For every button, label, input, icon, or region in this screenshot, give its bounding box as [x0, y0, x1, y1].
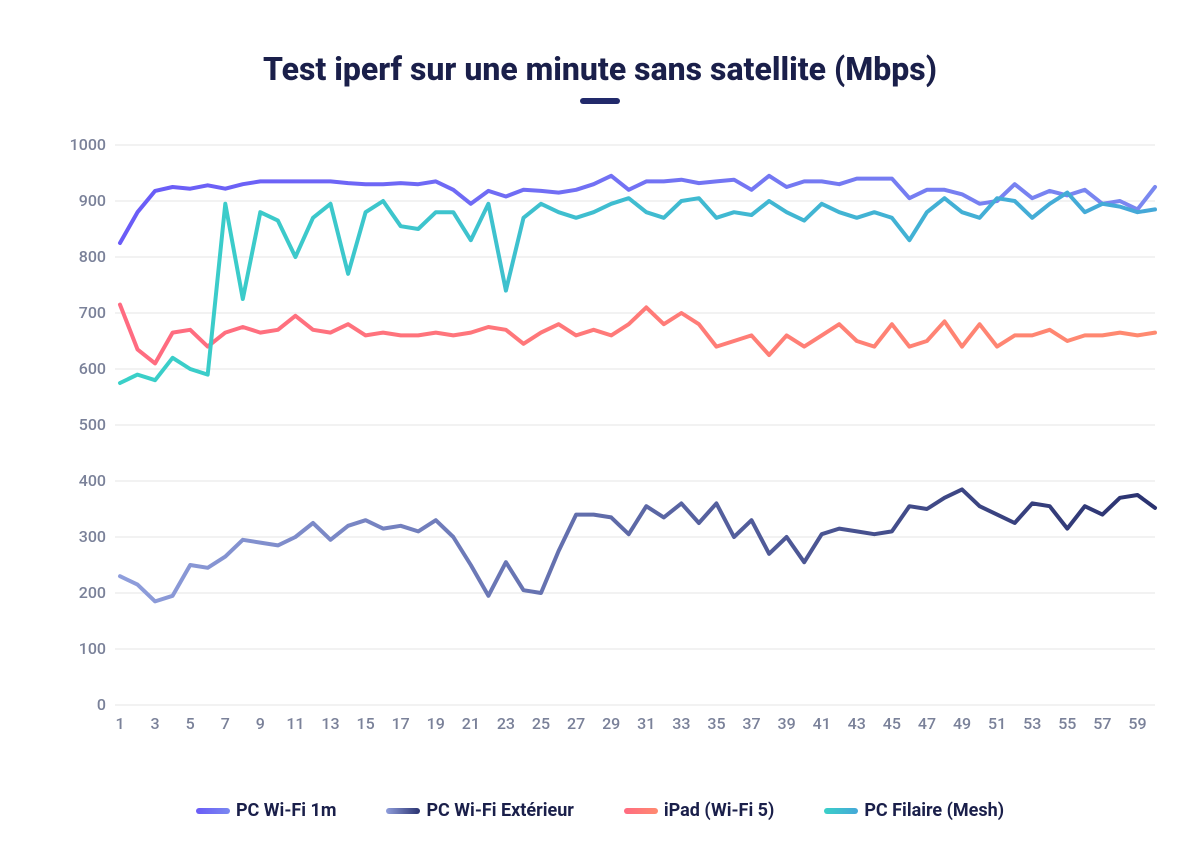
y-tick-label: 500: [79, 415, 106, 434]
x-tick-label: 25: [532, 714, 550, 733]
x-tick-label: 41: [813, 714, 831, 733]
legend-swatch: [624, 804, 658, 818]
chart-area: 01002003004005006007008009001000 1357911…: [95, 145, 1155, 735]
y-tick-label: 0: [97, 695, 106, 714]
y-tick-label: 200: [79, 583, 106, 602]
x-tick-label: 21: [462, 714, 480, 733]
series-pc_wifi_1m: [120, 176, 1155, 243]
x-axis-labels: 1357911131517192123252729313335373941434…: [115, 714, 1146, 733]
x-tick-label: 55: [1058, 714, 1076, 733]
y-tick-label: 400: [79, 471, 106, 490]
legend-swatch: [824, 804, 858, 818]
x-tick-label: 31: [637, 714, 655, 733]
series-pc_filaire_mesh: [120, 193, 1155, 383]
y-tick-label: 100: [79, 639, 106, 658]
x-tick-label: 19: [427, 714, 445, 733]
legend-item-ipad_wifi5: iPad (Wi-Fi 5): [624, 800, 774, 821]
legend-label: iPad (Wi-Fi 5): [664, 800, 774, 821]
x-tick-label: 1: [115, 714, 124, 733]
y-tick-label: 600: [79, 359, 106, 378]
x-tick-label: 29: [602, 714, 620, 733]
chart-title-block: Test iperf sur une minute sans satellite…: [0, 0, 1200, 104]
x-tick-label: 13: [321, 714, 339, 733]
legend-item-pc_wifi_1m: PC Wi-Fi 1m: [196, 800, 337, 821]
legend: PC Wi-Fi 1m PC Wi-Fi Extérieur iPad (Wi-Fi…: [0, 800, 1200, 821]
chart-title: Test iperf sur une minute sans satellite…: [0, 50, 1200, 88]
x-tick-label: 53: [1023, 714, 1041, 733]
x-tick-label: 59: [1128, 714, 1146, 733]
x-tick-label: 35: [707, 714, 725, 733]
x-tick-label: 27: [567, 714, 585, 733]
x-tick-label: 11: [286, 714, 304, 733]
x-tick-label: 49: [953, 714, 971, 733]
x-tick-label: 51: [988, 714, 1006, 733]
y-tick-label: 700: [79, 303, 106, 322]
x-tick-label: 7: [221, 714, 230, 733]
legend-label: PC Wi-Fi Extérieur: [426, 800, 573, 821]
legend-label: PC Filaire (Mesh): [864, 800, 1004, 821]
x-tick-label: 33: [672, 714, 690, 733]
x-tick-label: 47: [918, 714, 936, 733]
x-tick-label: 3: [151, 714, 160, 733]
series-pc_wifi_ext: [120, 489, 1155, 601]
y-axis-labels: 0 100 200 300 400 500 600 700 800 900 1000: [70, 135, 106, 714]
legend-item-pc_wifi_ext: PC Wi-Fi Extérieur: [386, 800, 573, 821]
title-underline: [580, 98, 620, 104]
y-gridlines: [115, 145, 1155, 705]
x-tick-label: 43: [848, 714, 866, 733]
x-tick-label: 37: [742, 714, 760, 733]
chart-svg: 01002003004005006007008009001000 1357911…: [95, 145, 1155, 735]
y-tick-label: 800: [79, 247, 106, 266]
legend-label: PC Wi-Fi 1m: [236, 800, 337, 821]
y-tick-label: 900: [79, 191, 106, 210]
legend-swatch: [386, 804, 420, 818]
legend-item-pc_filaire_mesh: PC Filaire (Mesh): [824, 800, 1004, 821]
x-tick-label: 17: [392, 714, 410, 733]
x-tick-label: 23: [497, 714, 515, 733]
x-tick-label: 45: [883, 714, 901, 733]
y-tick-label: 300: [79, 527, 106, 546]
x-tick-label: 39: [778, 714, 796, 733]
x-tick-label: 9: [256, 714, 265, 733]
y-tick-label: 1000: [70, 135, 106, 154]
legend-swatch: [196, 804, 230, 818]
x-tick-label: 5: [186, 714, 195, 733]
x-tick-label: 57: [1093, 714, 1111, 733]
series-lines: [120, 176, 1155, 602]
x-tick-label: 15: [356, 714, 374, 733]
